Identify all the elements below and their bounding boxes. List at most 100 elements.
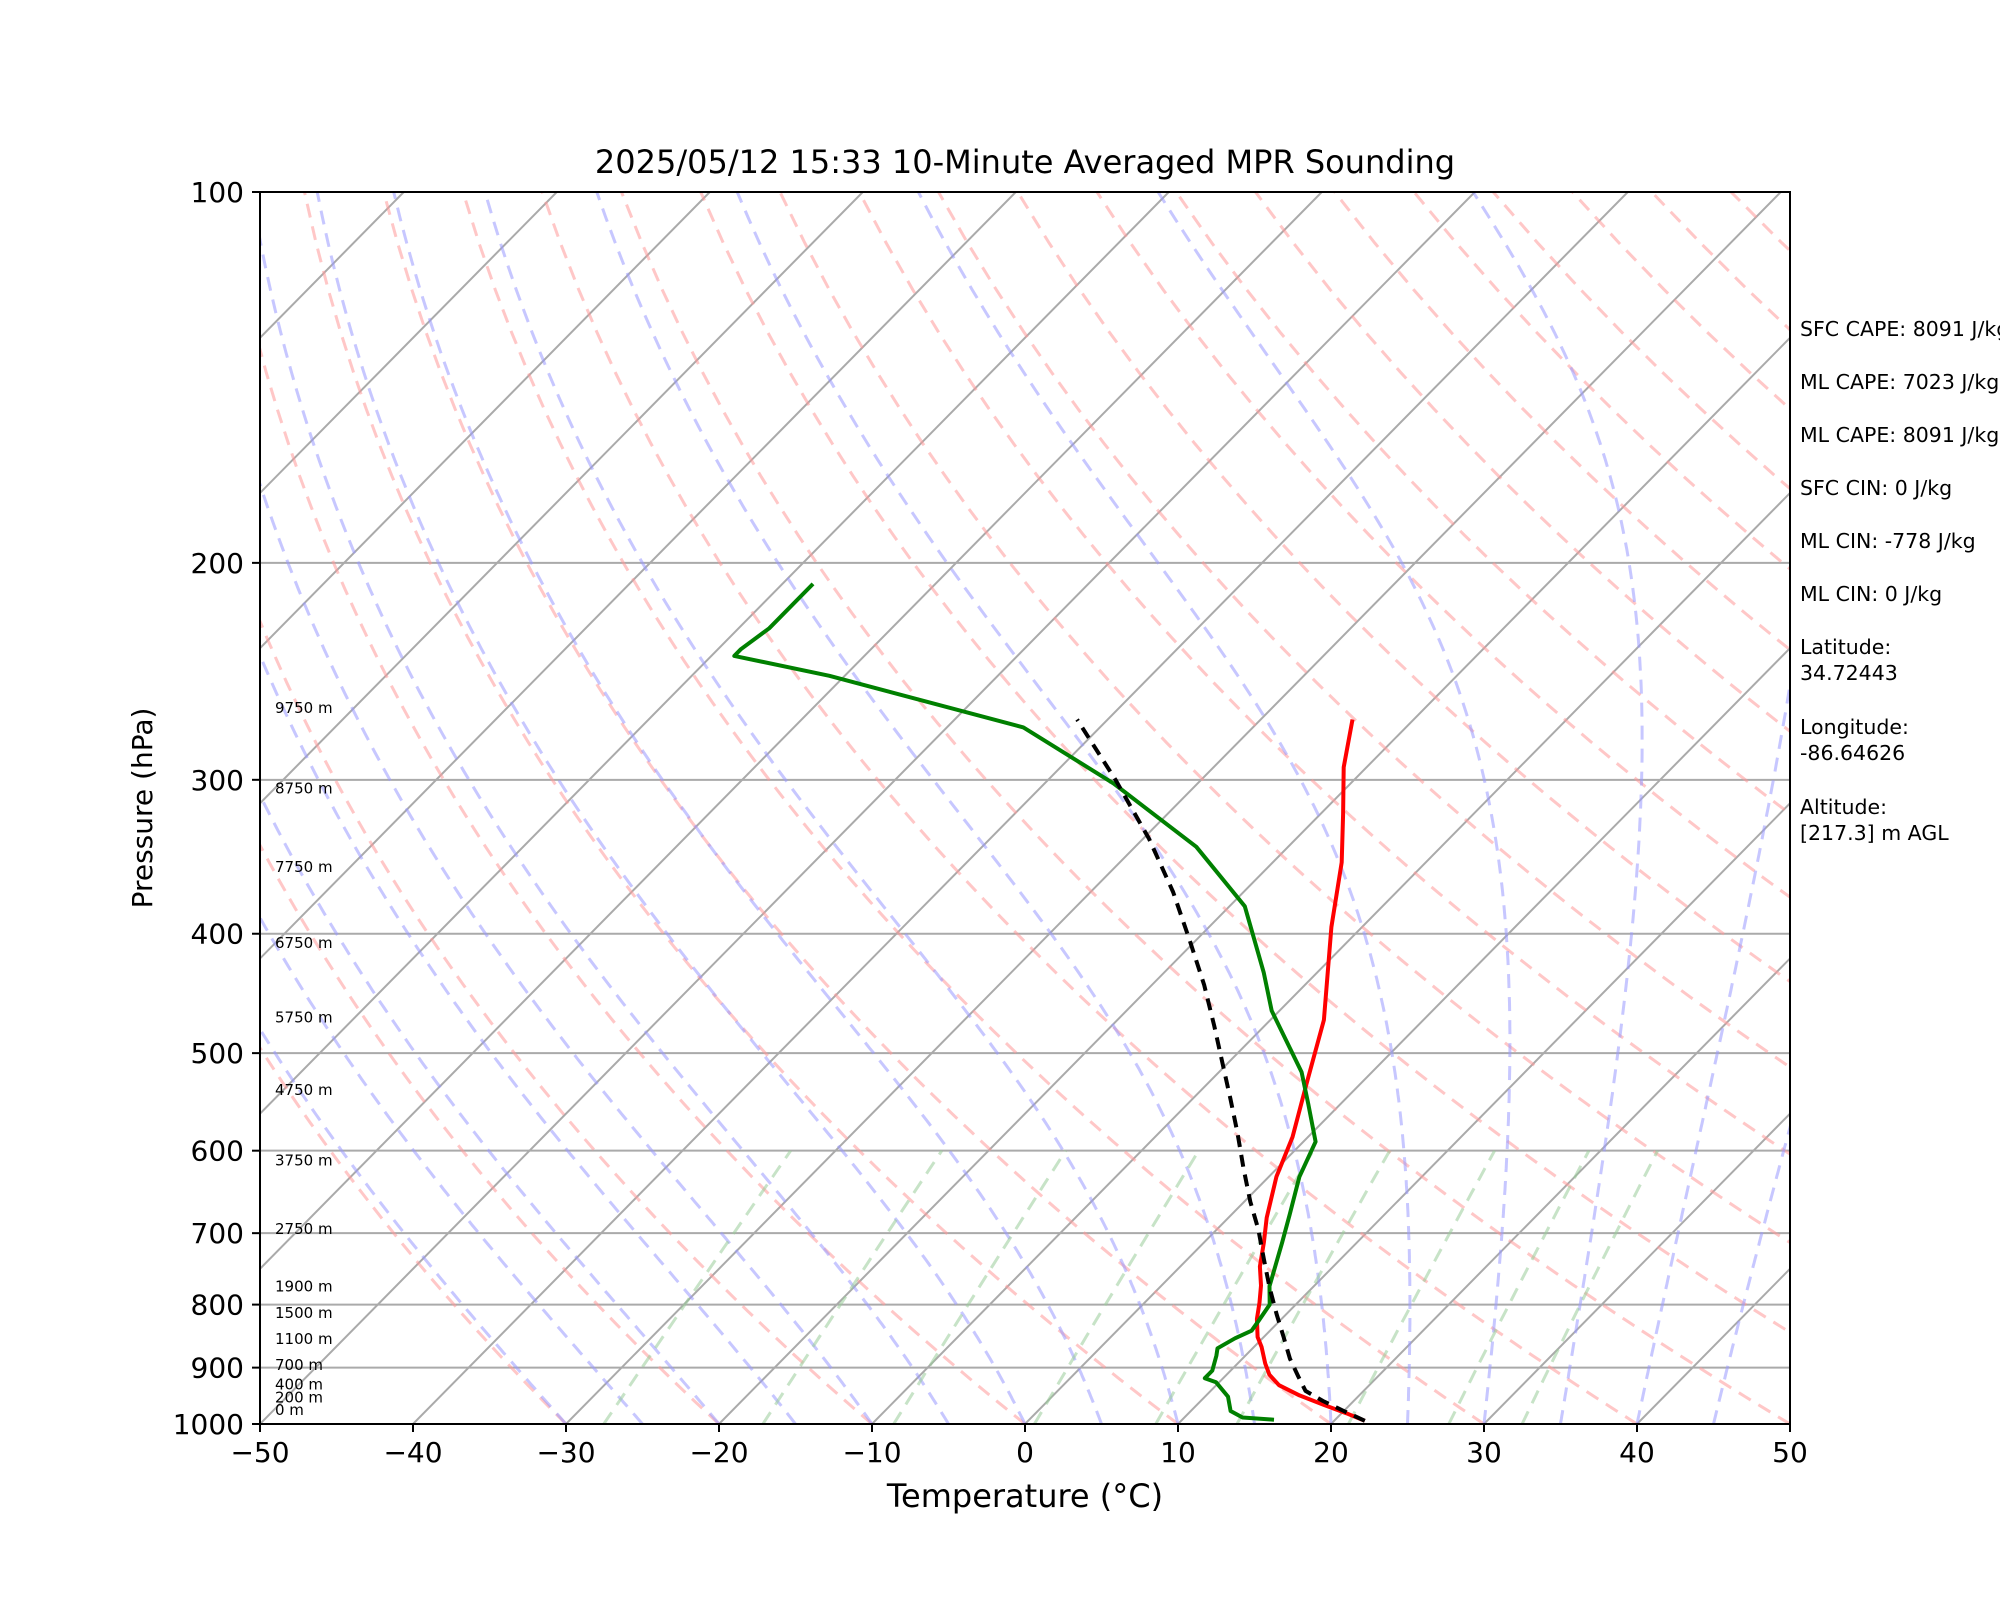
temperature-trace bbox=[1254, 719, 1366, 1423]
isotherm-line bbox=[1483, 1112, 1790, 1424]
longitude-value: -86.64626 bbox=[1800, 741, 1906, 765]
sounding-stats-panel: SFC CAPE: 8091 J/kg ML CAPE: 7023 J/kg M… bbox=[1800, 316, 2000, 874]
x-tick-label: 0 bbox=[1016, 1436, 1034, 1469]
x-tick-label: −50 bbox=[230, 1436, 289, 1469]
y-tick-label: 400 bbox=[191, 918, 244, 951]
height-label: 0 m bbox=[275, 1401, 304, 1419]
y-tick-label: 100 bbox=[191, 176, 244, 209]
latitude-label: Latitude: bbox=[1800, 635, 1892, 659]
ml-cin-2: ML CIN: 0 J/kg bbox=[1800, 582, 1943, 606]
height-label: 4750 m bbox=[275, 1081, 333, 1099]
sfc-cin: SFC CIN: 0 J/kg bbox=[1800, 476, 1953, 500]
isotherm-line bbox=[260, 192, 558, 495]
x-tick-label: −20 bbox=[689, 1436, 748, 1469]
height-label: 7750 m bbox=[275, 858, 333, 876]
moist-adiabat bbox=[1471, 192, 1644, 1424]
dry-adiabat bbox=[260, 842, 721, 1424]
isotherm-line bbox=[260, 192, 1170, 1116]
isotherm-line bbox=[1177, 801, 1790, 1424]
isotherm-line bbox=[260, 192, 1017, 960]
sounding-traces bbox=[732, 582, 1366, 1423]
moist-adiabat bbox=[1156, 192, 1512, 1424]
isotherm-line bbox=[260, 192, 1476, 1424]
longitude-label: Longitude: bbox=[1800, 715, 1909, 739]
dry-adiabat bbox=[461, 192, 1485, 1424]
y-tick-label: 900 bbox=[191, 1352, 244, 1385]
dry-adiabat bbox=[303, 192, 1179, 1424]
y-tick-label: 1000 bbox=[173, 1408, 244, 1441]
x-tick-label: −40 bbox=[383, 1436, 442, 1469]
y-tick-label: 300 bbox=[191, 764, 244, 797]
longitude-block: Longitude: -86.64626 bbox=[1800, 714, 2000, 794]
height-label: 1500 m bbox=[275, 1304, 333, 1322]
dry-adiabat bbox=[1016, 192, 1790, 984]
ml-cin-1: ML CIN: -778 J/kg bbox=[1800, 529, 1976, 553]
moist-adiabat bbox=[483, 192, 1180, 1424]
height-label: 1100 m bbox=[275, 1330, 333, 1348]
isotherm-line bbox=[565, 192, 1782, 1424]
isotherm-line bbox=[260, 192, 711, 650]
latitude-block: Latitude: 34.72443 bbox=[1800, 634, 2000, 714]
moist-adiabat bbox=[260, 914, 644, 1424]
moist-adiabat bbox=[735, 192, 1333, 1424]
dry-adiabat bbox=[699, 192, 1790, 1335]
y-axis-label: Pressure (hPa) bbox=[126, 708, 159, 909]
height-label: 9750 m bbox=[275, 699, 333, 717]
isotherm-line bbox=[260, 192, 1323, 1271]
moist-adiabat bbox=[260, 1026, 568, 1424]
mixing-ratio-line bbox=[1033, 1149, 1200, 1424]
y-tick-label: 200 bbox=[191, 547, 244, 580]
x-tick-label: 40 bbox=[1619, 1436, 1655, 1469]
moist-adiabat bbox=[260, 651, 797, 1424]
moist-adiabat bbox=[260, 231, 950, 1424]
ml-cape-1: ML CAPE: 7023 J/kg bbox=[1800, 370, 2000, 394]
mixing-ratio-line bbox=[1447, 1149, 1591, 1424]
moist-adiabat bbox=[595, 192, 1256, 1424]
mixing-ratio-line bbox=[892, 1149, 1067, 1424]
moist-adiabat bbox=[260, 791, 721, 1424]
mixing-ratio-line bbox=[602, 1149, 792, 1424]
x-axis-label: Temperature (°C) bbox=[886, 1477, 1163, 1515]
dry-adiabat bbox=[937, 192, 1790, 1070]
dry-adiabat bbox=[1095, 192, 1790, 900]
x-tick-label: 30 bbox=[1466, 1436, 1502, 1469]
moist-adiabat bbox=[392, 192, 1103, 1424]
moist-adiabat bbox=[315, 192, 1027, 1424]
y-tick-label: 800 bbox=[191, 1289, 244, 1322]
y-tick-label: 500 bbox=[191, 1037, 244, 1070]
height-label: 1900 m bbox=[275, 1277, 333, 1295]
height-label: 400 m bbox=[275, 1376, 323, 1394]
x-tick-label: −10 bbox=[842, 1436, 901, 1469]
altitude-label: Altitude: bbox=[1800, 795, 1888, 819]
dry-adiabat bbox=[382, 192, 1332, 1424]
moist-adiabat bbox=[1635, 675, 1790, 1424]
x-axis-ticks: −50 −40 −30 −20 −10 0 10 20 30 40 50 bbox=[230, 1424, 1808, 1469]
y-tick-label: 600 bbox=[191, 1135, 244, 1168]
latitude-value: 34.72443 bbox=[1800, 661, 1898, 685]
dry-adiabat bbox=[540, 192, 1638, 1424]
chart-title: 2025/05/12 15:33 10-Minute Averaged MPR … bbox=[595, 143, 1455, 181]
sfc-cape: SFC CAPE: 8091 J/kg bbox=[1800, 317, 2000, 341]
plot-frame bbox=[259, 191, 1791, 1425]
isotherm-line bbox=[871, 491, 1790, 1424]
y-tick-label: 700 bbox=[191, 1217, 244, 1250]
dry-adiabat bbox=[260, 617, 873, 1424]
dry-adiabat bbox=[260, 343, 1026, 1424]
dewpoint-trace bbox=[732, 582, 1318, 1422]
isotherm-line bbox=[1330, 957, 1790, 1424]
height-label: 8750 m bbox=[275, 779, 333, 797]
x-tick-label: 20 bbox=[1313, 1436, 1349, 1469]
dry-adiabat bbox=[857, 192, 1790, 1156]
mixing-ratio-line bbox=[1154, 1149, 1315, 1424]
ml-cape-2: ML CAPE: 8091 J/kg bbox=[1800, 423, 2000, 447]
mixing-ratio-line bbox=[1520, 1150, 1659, 1424]
isotherm-line bbox=[718, 336, 1790, 1424]
x-tick-label: 10 bbox=[1160, 1436, 1196, 1469]
x-tick-label: −30 bbox=[536, 1436, 595, 1469]
isotherm-line bbox=[1024, 646, 1790, 1424]
height-label: 3750 m bbox=[275, 1151, 333, 1169]
altitude-block: Altitude: [217.3] m AGL bbox=[1800, 794, 2000, 874]
altitude-value: [217.3] m AGL bbox=[1800, 821, 1949, 845]
